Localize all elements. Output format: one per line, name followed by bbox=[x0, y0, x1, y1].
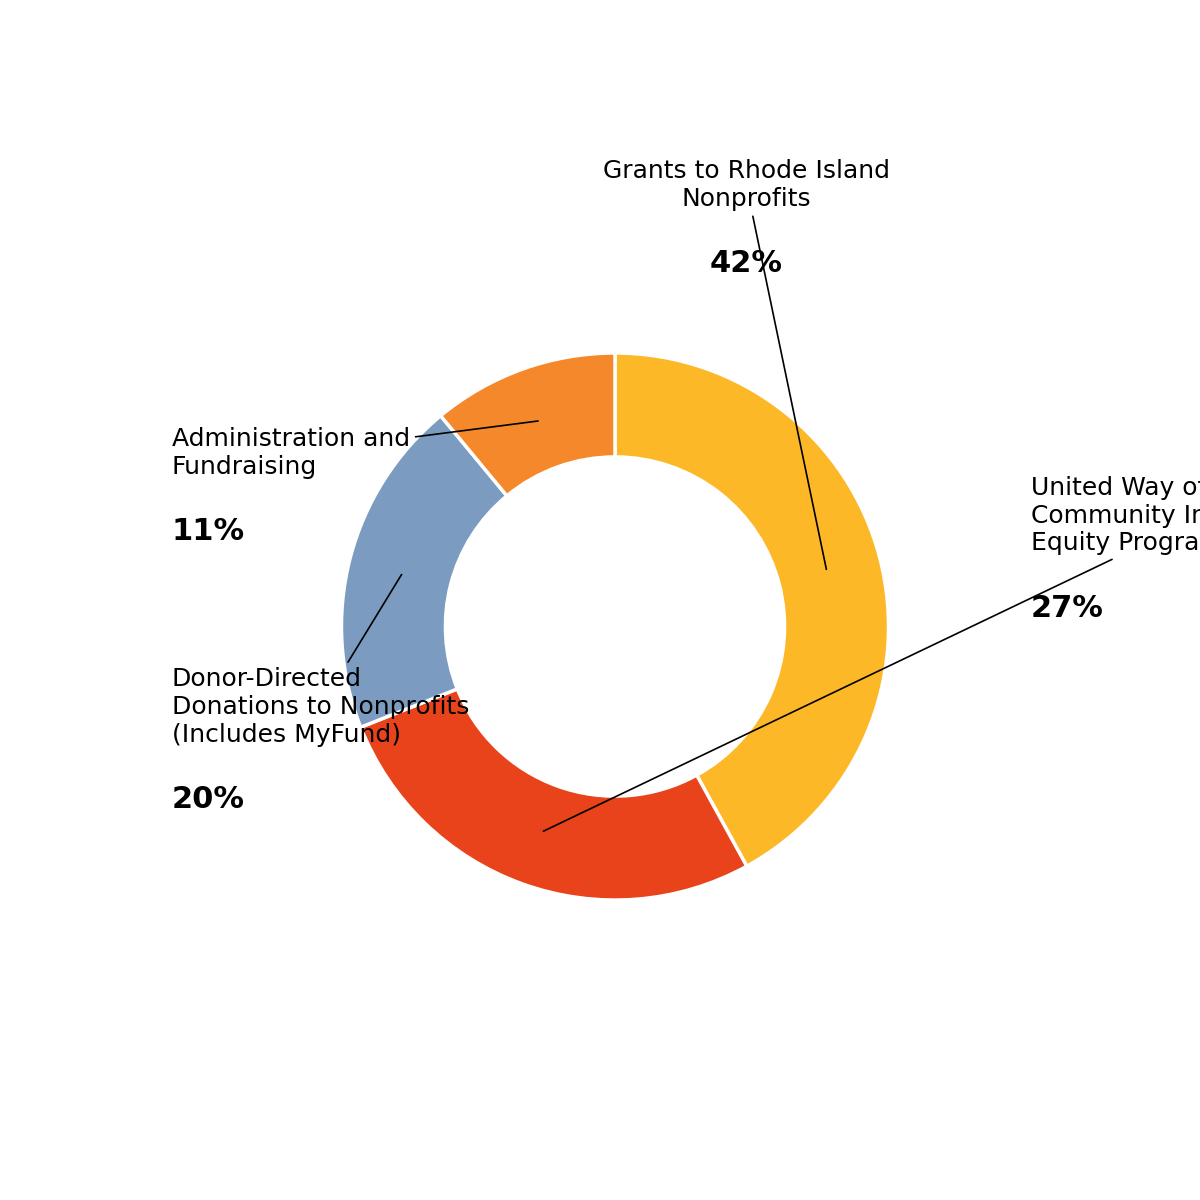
Wedge shape bbox=[361, 689, 746, 900]
Text: Donor-Directed
Donations to Nonprofits
(Includes MyFund): Donor-Directed Donations to Nonprofits (… bbox=[172, 575, 469, 746]
Text: United Way of Rhode Island
Community Impact and
Equity Programs: United Way of Rhode Island Community Imp… bbox=[544, 475, 1200, 832]
Text: 42%: 42% bbox=[709, 250, 782, 278]
Text: Administration and
Fundraising: Administration and Fundraising bbox=[172, 421, 538, 479]
Wedge shape bbox=[342, 415, 506, 727]
Text: Grants to Rhode Island
Nonprofits: Grants to Rhode Island Nonprofits bbox=[602, 158, 889, 569]
Text: 11%: 11% bbox=[172, 517, 245, 546]
Wedge shape bbox=[440, 353, 616, 496]
Text: 27%: 27% bbox=[1031, 594, 1104, 623]
Wedge shape bbox=[614, 353, 888, 866]
Text: 20%: 20% bbox=[172, 785, 245, 814]
